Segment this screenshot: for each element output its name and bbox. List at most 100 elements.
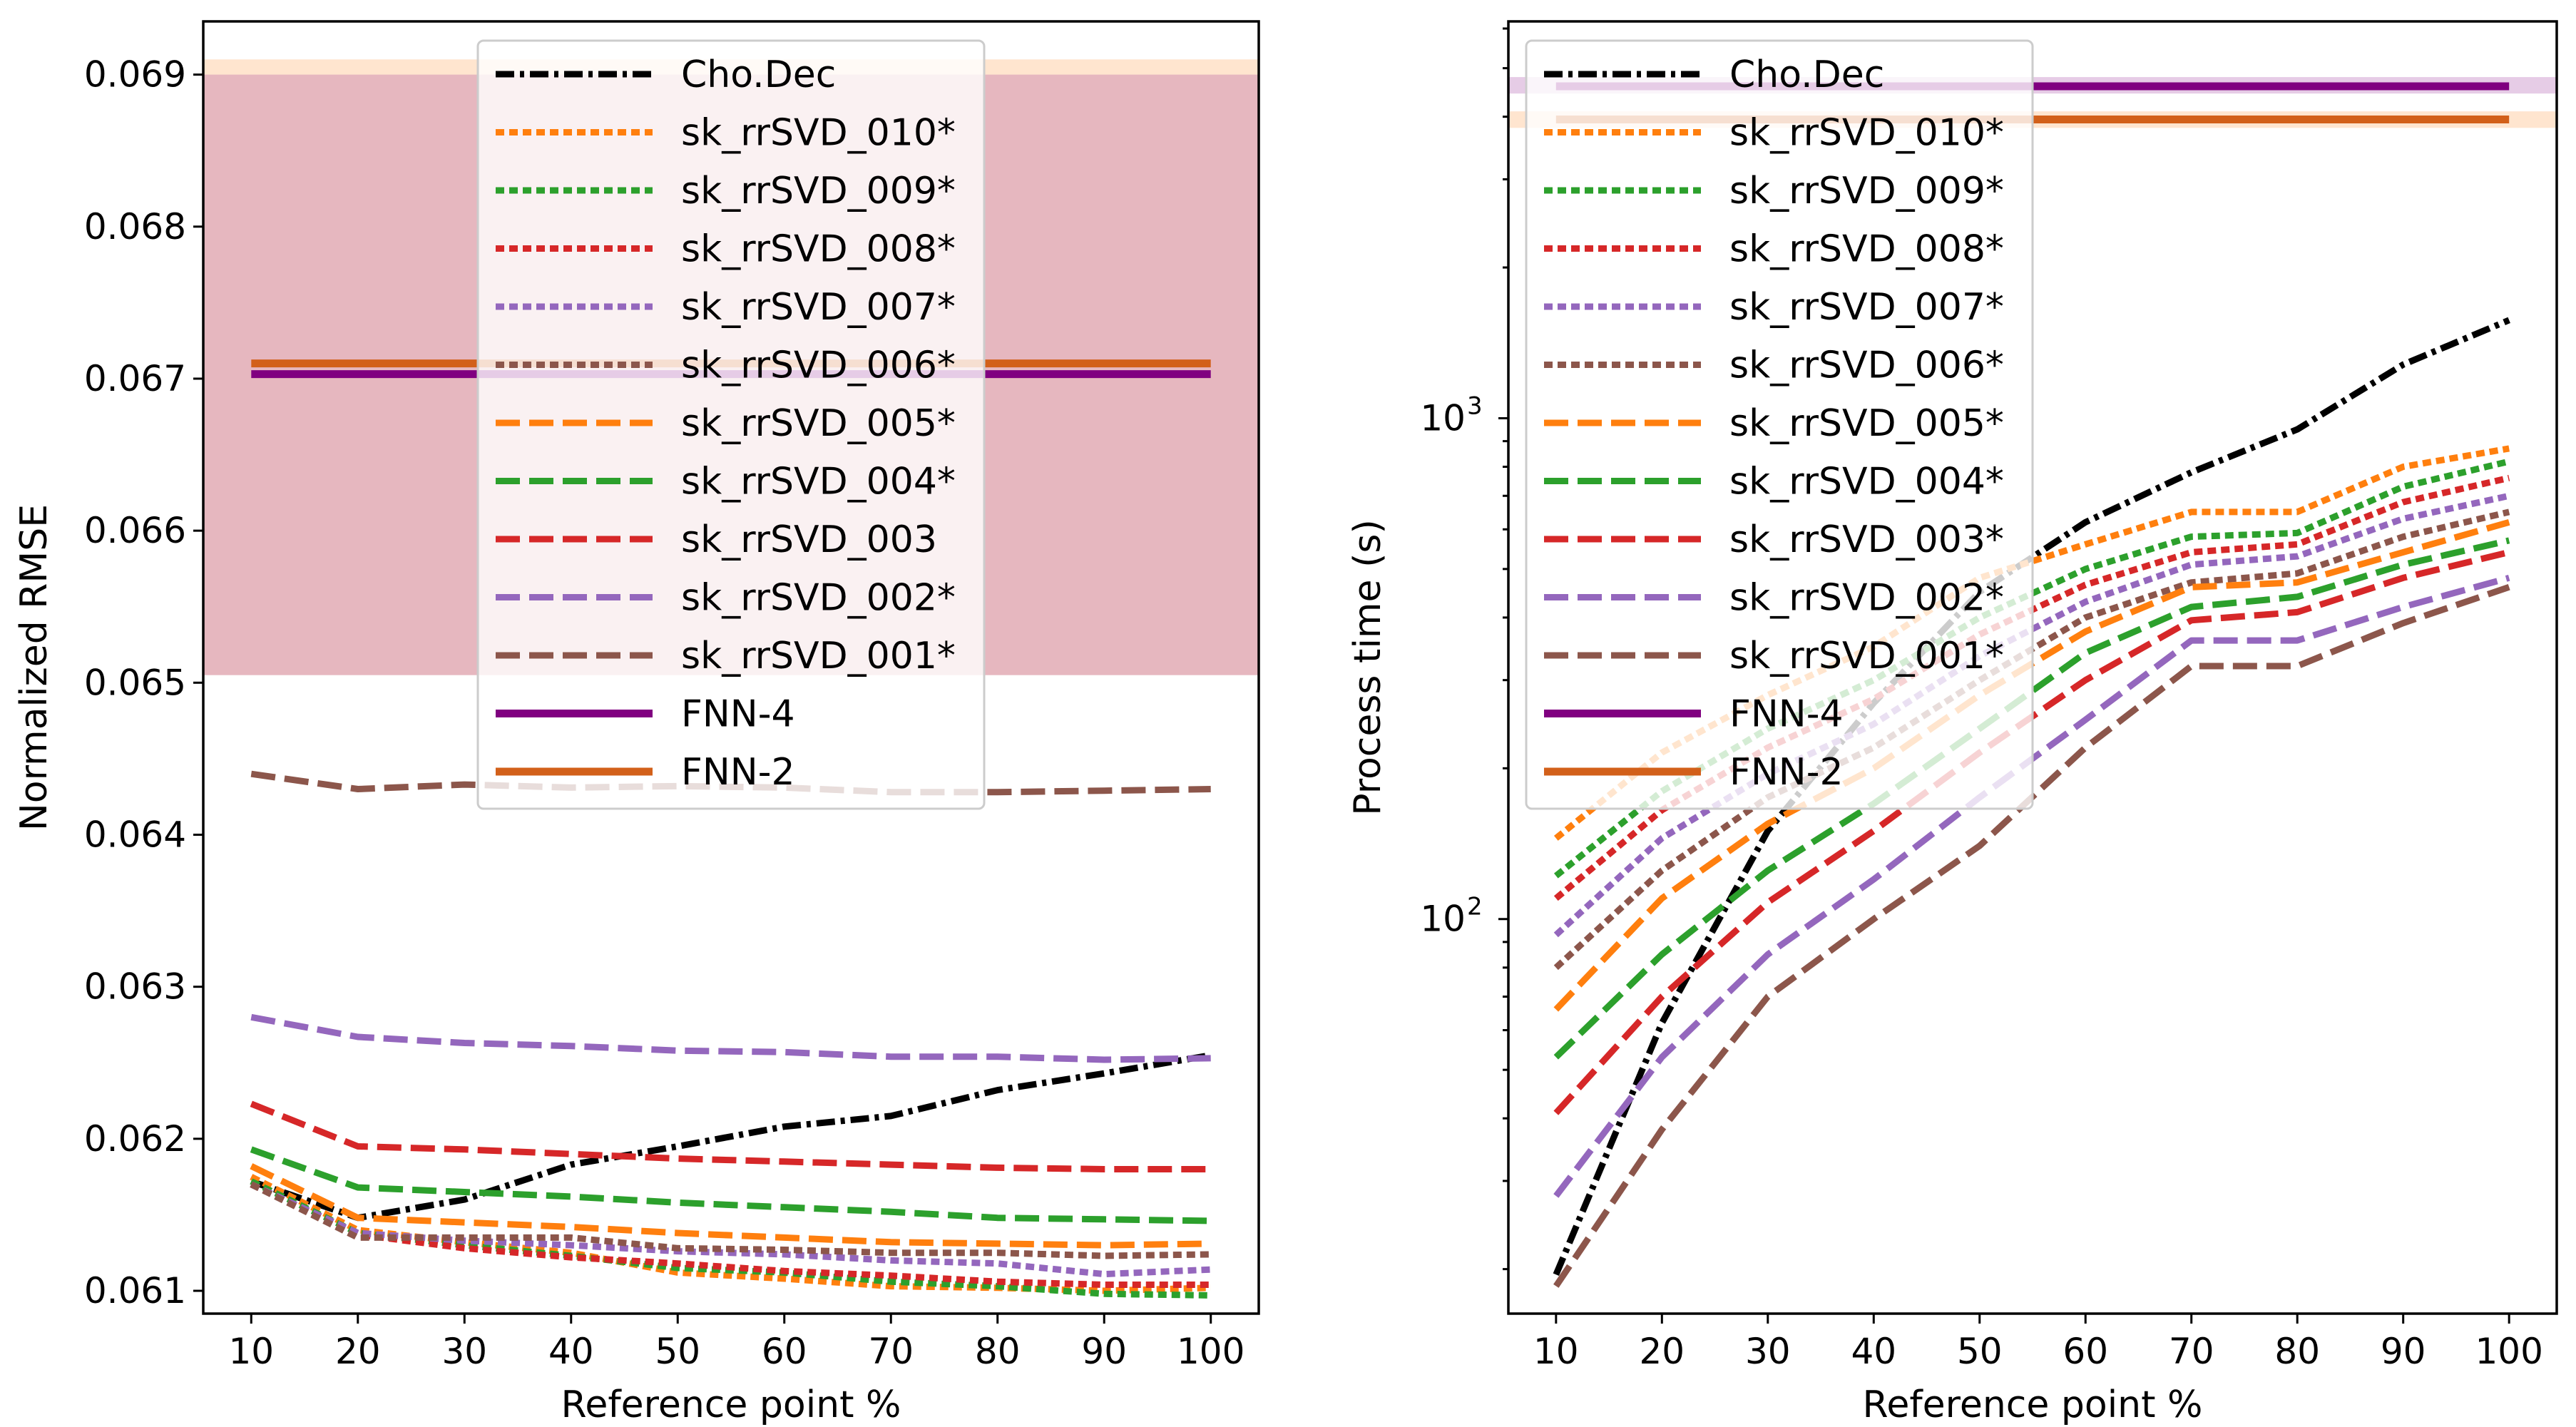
legend-item-fnn-4: FNN-4 <box>1544 693 1844 736</box>
series-line-sk-rrsvd-007 <box>250 1181 1211 1278</box>
series-line-cho-dec <box>250 1052 1212 1222</box>
x-tick-label: 60 <box>762 1331 807 1372</box>
legend-label: sk_rrSVD_007* <box>1729 286 2004 329</box>
legend-item-sk-rrsvd-009: sk_rrSVD_009* <box>1544 170 2004 213</box>
x-tick-label: 70 <box>868 1331 914 1372</box>
axes-frame <box>202 20 1260 1315</box>
y-tick-label: 0.069 <box>84 54 186 96</box>
x-axis-label: Reference point % <box>561 1383 901 1426</box>
legend-label: FNN-2 <box>1729 751 1844 794</box>
legend-item-sk-rrsvd-006: sk_rrSVD_006* <box>496 344 956 387</box>
legend-item-sk-rrsvd-006: sk_rrSVD_006* <box>1544 344 2004 387</box>
legend-label: sk_rrSVD_009* <box>1729 170 2004 213</box>
x-tick-label: 10 <box>228 1331 274 1372</box>
y-tick-label: 0.065 <box>84 662 186 703</box>
rmse-chart-panel: 10 20 30 40 50 60 70 80 90 100 0.061 0.062 0.063 0.06… <box>13 20 1260 1426</box>
x-tick-label: 100 <box>2475 1331 2542 1372</box>
legend-label: sk_rrSVD_003* <box>1729 518 2004 561</box>
legend-item-sk-rrsvd-002: sk_rrSVD_002* <box>496 577 956 620</box>
legend-label: sk_rrSVD_002* <box>681 577 956 620</box>
legend-label: sk_rrSVD_008* <box>681 228 956 271</box>
x-tick-label: 30 <box>441 1331 487 1372</box>
y-tick-label: 0.066 <box>84 510 186 551</box>
x-axis-label: Reference point % <box>1863 1383 2203 1426</box>
x-tick-label: 70 <box>2169 1331 2214 1372</box>
x-tick-label: 10 <box>1533 1331 1579 1372</box>
legend-label: sk_rrSVD_007* <box>681 286 956 329</box>
series-line-cho-dec <box>1553 317 2510 1277</box>
x-tick-label: 20 <box>335 1331 381 1372</box>
x-tick-label: 80 <box>2274 1331 2320 1372</box>
y-axis-label: Process time (s) <box>1346 519 1389 815</box>
legend-item-sk-rrsvd-010: sk_rrSVD_010* <box>496 112 956 155</box>
legend-item-sk-rrsvd-010: sk_rrSVD_010* <box>1544 112 2004 155</box>
legend-label: FNN-4 <box>681 693 795 736</box>
legend-item-sk-rrsvd-003: sk_rrSVD_003* <box>1544 518 2004 561</box>
legend-item-sk-rrsvd-007: sk_rrSVD_007* <box>496 286 956 329</box>
series-line-sk-rrsvd-004 <box>250 1146 1211 1224</box>
legend-label: sk_rrSVD_005* <box>681 402 956 445</box>
series-line-sk-rrsvd-003 <box>250 1100 1211 1172</box>
legend-item-cho-dec: Cho.Dec <box>496 53 836 96</box>
legend-label: sk_rrSVD_002* <box>1729 577 2004 620</box>
legend-item-sk-rrsvd-001: sk_rrSVD_001* <box>1544 635 2004 677</box>
y-tick-label: 0.063 <box>84 966 186 1008</box>
axes-frame <box>1507 20 2558 1315</box>
legend-label: sk_rrSVD_006* <box>1729 344 2004 387</box>
x-tick-label: 40 <box>1851 1331 1896 1372</box>
y-tick-exponent: 3 <box>1467 392 1483 420</box>
legend-label: sk_rrSVD_008* <box>1729 228 2004 271</box>
legend: Cho.Dec sk_rrSVD_010* sk_rrSVD_009* sk_rrSV… <box>476 39 986 810</box>
legend-item-sk-rrsvd-002: sk_rrSVD_002* <box>1544 577 2004 620</box>
x-tick-label: 100 <box>1177 1331 1244 1372</box>
y-tick-label: 10 <box>1420 899 1466 940</box>
series-line-sk-rrsvd-004 <box>1553 537 2510 1060</box>
legend-item-fnn-2: FNN-2 <box>1544 751 1844 794</box>
legend-label: sk_rrSVD_004* <box>681 461 956 503</box>
y-tick-label: 0.068 <box>84 206 186 247</box>
series-line-sk-rrsvd-006 <box>250 1181 1211 1259</box>
legend-label: Cho.Dec <box>1729 53 1884 96</box>
legend-label: FNN-4 <box>1729 693 1844 736</box>
x-tick-label: 80 <box>975 1331 1021 1372</box>
legend-label: sk_rrSVD_003 <box>681 518 937 561</box>
legend-box <box>1525 39 2034 810</box>
legend-label: sk_rrSVD_005* <box>1729 402 2004 445</box>
legend-label: Cho.Dec <box>681 53 836 96</box>
y-tick-label: 10 <box>1420 397 1466 439</box>
legend-label: sk_rrSVD_006* <box>681 344 956 387</box>
x-tick-label: 90 <box>1081 1331 1127 1372</box>
y-tick-label: 0.064 <box>84 814 186 855</box>
legend-label: sk_rrSVD_010* <box>681 112 956 155</box>
legend-box <box>476 39 986 810</box>
legend-item-sk-rrsvd-008: sk_rrSVD_008* <box>496 228 956 271</box>
x-tick-label: 50 <box>655 1331 700 1372</box>
legend-item-sk-rrsvd-005: sk_rrSVD_005* <box>496 402 956 445</box>
x-tick-label: 20 <box>1639 1331 1685 1372</box>
y-axis-label: Normalized RMSE <box>13 504 56 831</box>
x-tick-label: 30 <box>1745 1331 1791 1372</box>
legend: Cho.Dec sk_rrSVD_010* sk_rrSVD_009* sk_rrSV… <box>1525 39 2034 810</box>
series-line-sk-rrsvd-005 <box>250 1163 1211 1249</box>
legend-label: sk_rrSVD_009* <box>681 170 956 213</box>
legend-item-fnn-2: FNN-2 <box>496 751 795 794</box>
series-line-sk-rrsvd-002 <box>250 1013 1211 1063</box>
legend-item-sk-rrsvd-004: sk_rrSVD_004* <box>496 461 956 503</box>
legend-item-sk-rrsvd-004: sk_rrSVD_004* <box>1544 461 2004 503</box>
legend-label: sk_rrSVD_010* <box>1729 112 2004 155</box>
legend-item-sk-rrsvd-001: sk_rrSVD_001* <box>496 635 956 677</box>
legend-label: sk_rrSVD_001* <box>681 635 956 677</box>
legend-label: sk_rrSVD_004* <box>1729 461 2004 503</box>
legend-item-sk-rrsvd-008: sk_rrSVD_008* <box>1544 228 2004 271</box>
series-line-sk-rrsvd-008 <box>250 1181 1211 1288</box>
legend-label: FNN-2 <box>681 751 795 794</box>
x-tick-label: 90 <box>2381 1331 2426 1372</box>
legend-item-sk-rrsvd-009: sk_rrSVD_009* <box>496 170 956 213</box>
legend-label: sk_rrSVD_001* <box>1729 635 2004 677</box>
y-tick-label: 0.061 <box>84 1270 186 1311</box>
y-tick-label: 0.062 <box>84 1118 186 1160</box>
x-tick-label: 40 <box>548 1331 594 1372</box>
legend-item-sk-rrsvd-005: sk_rrSVD_005* <box>1544 402 2004 445</box>
